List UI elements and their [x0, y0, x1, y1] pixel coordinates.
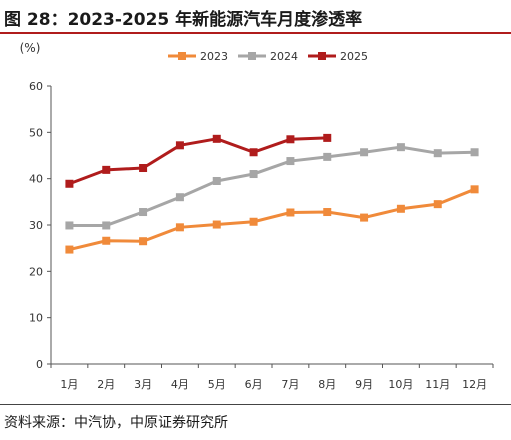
- data-point-2024: [65, 221, 74, 230]
- legend-label-2024: 2024: [270, 50, 298, 63]
- data-point-2023: [249, 217, 258, 226]
- x-tick-label: 4月: [171, 378, 189, 391]
- data-point-2025: [323, 133, 332, 142]
- data-point-2025: [212, 134, 221, 143]
- y-tick-label: 0: [36, 358, 43, 371]
- data-point-2023: [360, 213, 369, 222]
- series-line-2023: [69, 187, 476, 252]
- x-tick-label: 5月: [208, 378, 226, 391]
- data-point-2023: [470, 185, 479, 194]
- data-point-2024: [396, 143, 405, 152]
- data-point-2025: [249, 148, 258, 157]
- x-tick-label: 1月: [60, 378, 78, 391]
- data-point-2024: [286, 157, 295, 166]
- x-tick-label: 8月: [318, 378, 336, 391]
- line-chart: (%) 0 10 20 30 40 50 60 1月 2月 3月 4月 5月 6月 7月 8月 9月 10月 11月…: [20, 41, 494, 391]
- data-point-2023: [212, 220, 221, 229]
- y-axis-label: (%): [20, 41, 41, 55]
- data-point-2023: [323, 208, 332, 217]
- y-tick-label: 50: [29, 126, 43, 139]
- y-tick-label: 40: [29, 173, 43, 186]
- data-point-2024: [323, 152, 332, 161]
- source-divider: [0, 404, 511, 405]
- legend: 2023 2024 2025: [168, 50, 368, 63]
- data-point-2024: [175, 193, 184, 202]
- data-point-2025: [286, 135, 295, 144]
- plot-area: [65, 133, 479, 254]
- x-tick-label: 10月: [388, 378, 413, 391]
- legend-label-2025: 2025: [340, 50, 368, 63]
- x-tick-label: 11月: [425, 378, 450, 391]
- data-point-2025: [65, 179, 74, 188]
- data-point-2024: [433, 149, 442, 158]
- y-tick-label: 30: [29, 219, 43, 232]
- x-tick-label: 3月: [134, 378, 152, 391]
- x-tick-label: 12月: [462, 378, 487, 391]
- chart-area: (%) 0 10 20 30 40 50 60 1月 2月 3月 4月 5月 6月 7月 8月 9月 10月 11月…: [0, 36, 511, 402]
- axes: (%) 0 10 20 30 40 50 60 1月 2月 3月 4月 5月 6月 7月 8月 9月 10月 11月…: [20, 41, 494, 391]
- x-tick-label: 2月: [97, 378, 115, 391]
- series-line-2025: [68, 136, 328, 186]
- data-point-2023: [139, 237, 148, 246]
- y-tick-label: 60: [29, 80, 43, 93]
- x-tick-label: 6月: [245, 378, 263, 391]
- data-point-2025: [139, 164, 148, 173]
- data-point-2024: [470, 148, 479, 157]
- x-tick-label: 7月: [281, 378, 299, 391]
- series-line-2024: [69, 145, 475, 227]
- data-point-2024: [212, 176, 221, 185]
- y-tick-label: 20: [29, 265, 43, 278]
- data-point-2023: [175, 223, 184, 232]
- data-point-2025: [175, 141, 184, 150]
- data-point-2023: [286, 208, 295, 217]
- source-note: 资料来源：中汽协，中原证券研究所: [4, 415, 228, 431]
- data-point-2023: [102, 236, 111, 245]
- figure-title: 图 28：2023-2025 年新能源汽车月度渗透率: [4, 10, 363, 30]
- legend-marker-2023: [178, 52, 186, 60]
- y-tick-label: 10: [29, 312, 43, 325]
- data-point-2024: [139, 208, 148, 217]
- title-divider: [0, 32, 511, 34]
- data-point-2023: [433, 200, 442, 209]
- data-point-2024: [249, 170, 258, 179]
- x-tick-label: 9月: [355, 378, 373, 391]
- data-point-2023: [396, 204, 405, 213]
- legend-marker-2024: [248, 52, 256, 60]
- legend-label-2023: 2023: [200, 50, 228, 63]
- legend-marker-2025: [318, 52, 326, 60]
- data-point-2025: [102, 165, 111, 174]
- data-point-2024: [102, 221, 111, 230]
- data-point-2024: [360, 148, 369, 157]
- data-point-2023: [65, 245, 74, 254]
